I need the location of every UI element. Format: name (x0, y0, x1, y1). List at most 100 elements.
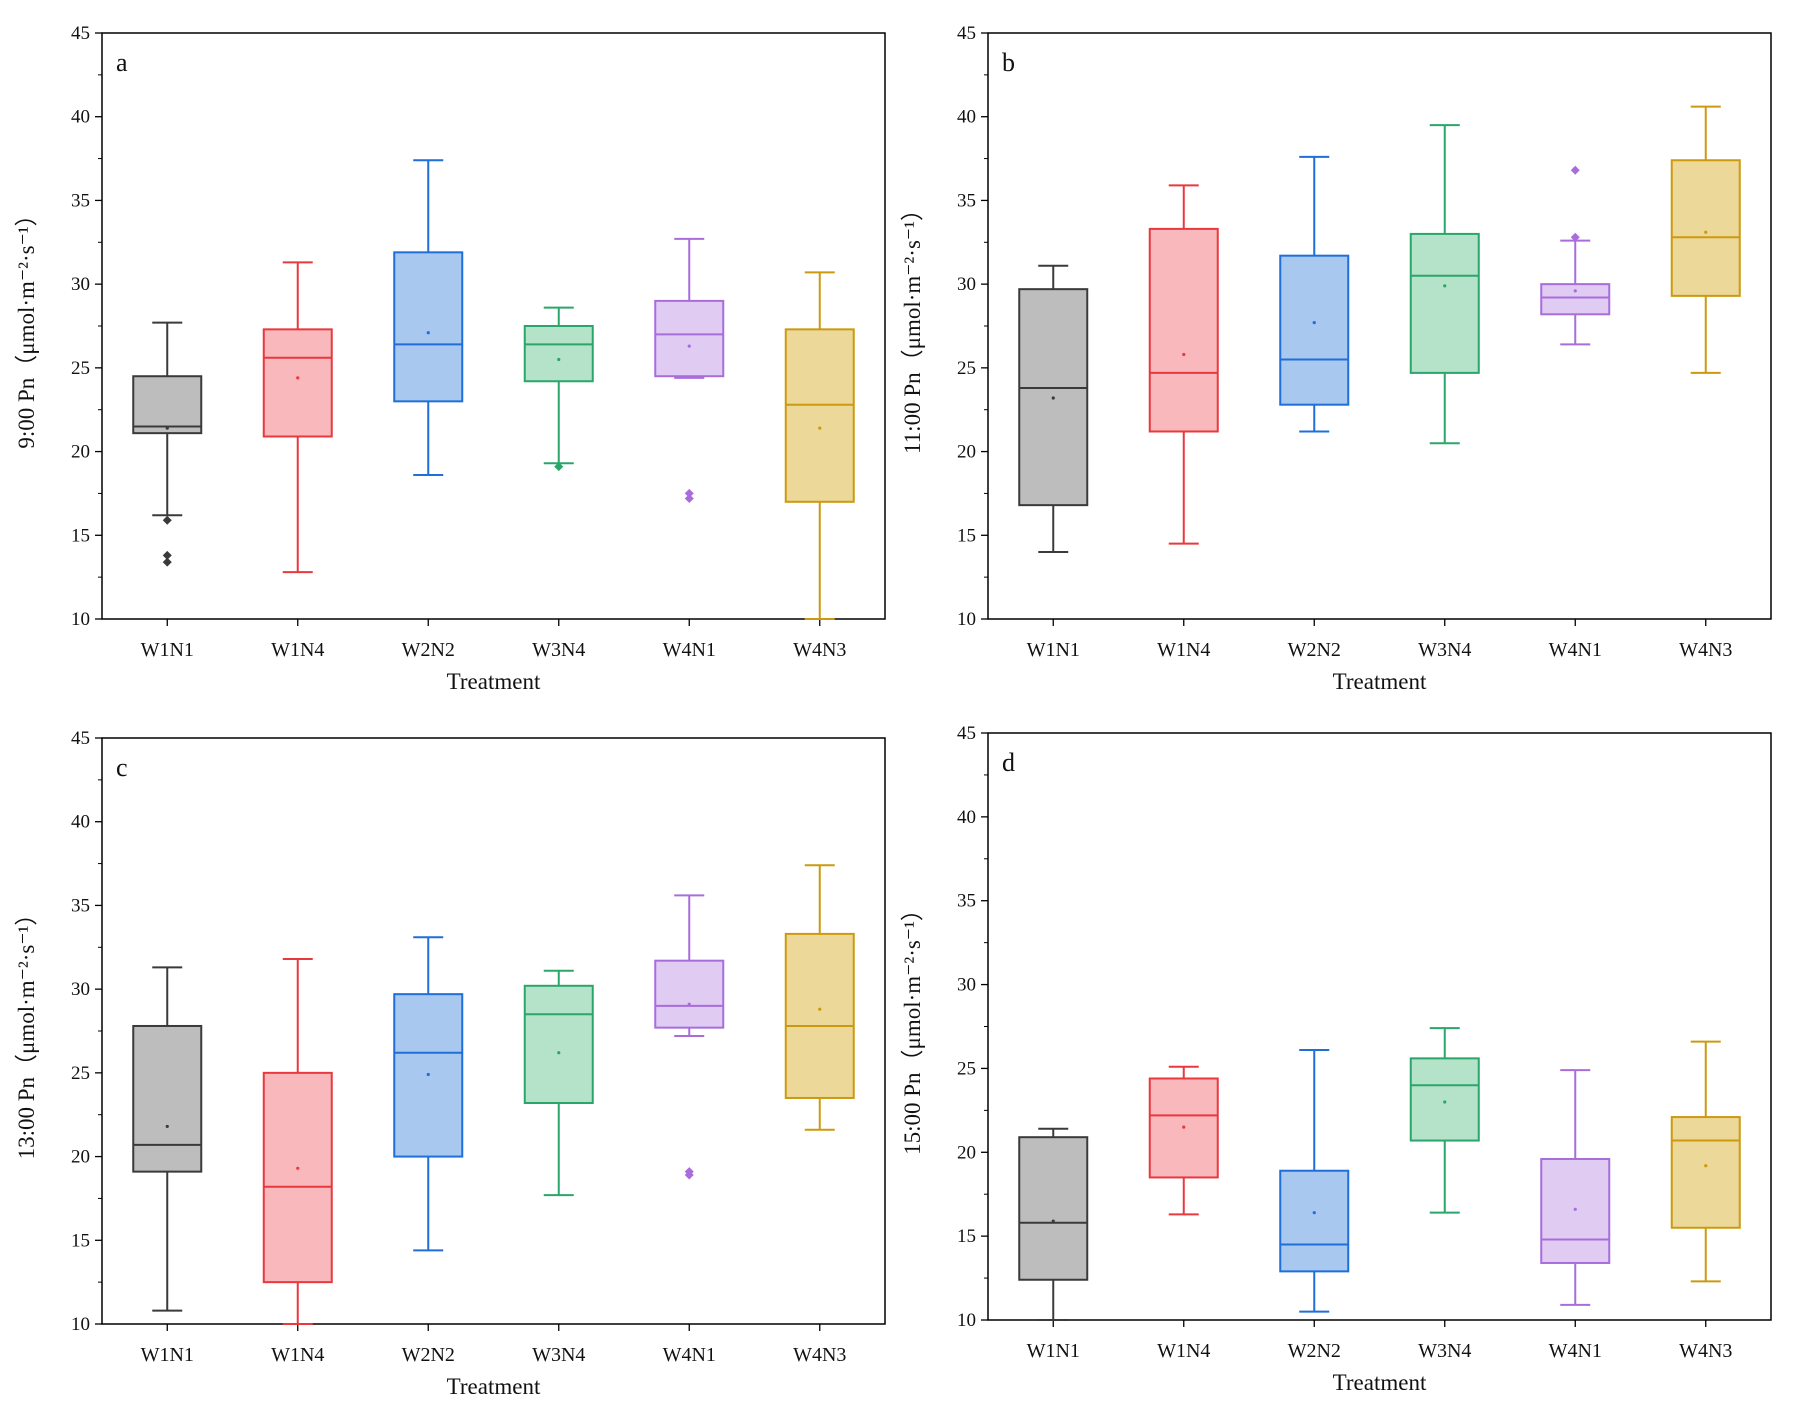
box-w1n4 (1148, 1065, 1219, 1216)
y-tick-label: 15 (71, 525, 90, 546)
x-tick-label-w4n3: W4N3 (793, 639, 846, 661)
y-tick-label: 45 (71, 728, 90, 749)
plot-frame (101, 32, 886, 620)
panel-a: 10 15 20 25 30 35 40 45 W1N1 W1N4 W2N2 W3N4 W4N1 W4N3… (14, 23, 886, 694)
box-w4n3 (784, 864, 855, 1131)
y-tick-label: 15 (957, 525, 976, 546)
box-w1n4 (262, 958, 333, 1325)
x-tick-label-w1n4: W1N4 (271, 1344, 324, 1366)
x-tick-label-w4n3: W4N3 (793, 1344, 846, 1366)
x-axis-title: Treatment (1333, 1370, 1427, 1395)
x-tick-label-w2n2: W2N2 (1288, 1340, 1341, 1362)
mean-point (1573, 1207, 1577, 1211)
y-tick-label: 30 (71, 979, 90, 1000)
y-tick-label: 20 (957, 442, 976, 463)
box-w4n3 (1670, 1040, 1741, 1283)
y-tick-label: 10 (71, 1314, 90, 1335)
iqr-box (1148, 1077, 1219, 1179)
mean-point (1182, 352, 1186, 357)
mean-point (557, 357, 561, 362)
mean-point (1573, 289, 1577, 293)
x-tick-label-w1n1: W1N1 (141, 639, 194, 661)
box-w1n1 (132, 966, 203, 1312)
x-tick-label-w3n4: W3N4 (532, 639, 585, 661)
y-tick-label: 40 (957, 807, 976, 828)
box-w3n4 (1409, 1027, 1480, 1214)
y-tick-label: 45 (71, 23, 90, 44)
y-axis-title: 13:00 Pn（μmol·m⁻²·s⁻¹） (14, 903, 39, 1160)
iqr-box (523, 325, 594, 383)
panel-c: 10 15 20 25 30 35 40 45 W1N1 W1N4 W2N2 W3N4 W4N1 W4N3… (14, 728, 886, 1399)
mean-point (687, 344, 691, 348)
panel-letter: b (1002, 48, 1015, 77)
y-tick-label: 45 (957, 23, 976, 44)
x-tick-label-w1n4: W1N4 (1157, 639, 1210, 661)
iqr-box (523, 984, 594, 1104)
x-tick-label-w3n4: W3N4 (1418, 639, 1471, 661)
iqr-box (1670, 1116, 1741, 1229)
y-tick-label: 15 (71, 1230, 90, 1251)
mean-point (165, 426, 169, 430)
box-w4n3 (784, 271, 855, 620)
y-tick-label: 30 (957, 975, 976, 996)
iqr-box (1279, 254, 1350, 406)
iqr-box (262, 1071, 333, 1284)
iqr-box (654, 959, 725, 1029)
plot-frame (101, 737, 886, 1325)
box-w4n3 (1670, 105, 1741, 374)
panel-b: 10 15 20 25 30 35 40 45 W1N1 W1N4 W2N2 W3N4 W4N1 W4N3… (900, 23, 1772, 694)
mean-point (687, 1002, 691, 1006)
iqr-box (1018, 1136, 1089, 1281)
x-tick-label-w3n4: W3N4 (532, 1344, 585, 1366)
mean-point (1443, 1100, 1447, 1104)
x-tick-label-w1n1: W1N1 (141, 1344, 194, 1366)
x-tick-label-w1n4: W1N4 (271, 639, 324, 661)
box-w2n2 (1279, 155, 1350, 433)
mean-point (1443, 284, 1447, 288)
x-tick-label-w1n1: W1N1 (1027, 1340, 1080, 1362)
box-w4n1 (654, 894, 725, 1180)
box-w4n1 (1540, 1069, 1611, 1306)
outlier-point (162, 550, 172, 560)
mean-point (1051, 1219, 1055, 1223)
outlier-point (684, 1170, 694, 1180)
iqr-box (1670, 159, 1741, 297)
y-tick-label: 25 (957, 1058, 976, 1079)
iqr-box (654, 299, 725, 378)
iqr-box (1540, 283, 1611, 316)
panel-d: 10 15 20 25 30 35 40 45 W1N1 W1N4 W2N2 W3N4 W4N1 W4N3… (900, 723, 1772, 1395)
y-tick-label: 40 (957, 107, 976, 128)
box-w1n1 (1018, 1127, 1089, 1321)
y-tick-label: 10 (957, 609, 976, 630)
plot-frame (987, 732, 1772, 1321)
y-tick-label: 20 (957, 1142, 976, 1163)
mean-point (165, 1124, 169, 1129)
y-tick-label: 10 (71, 609, 90, 630)
y-tick-label: 35 (71, 895, 90, 916)
mean-point (296, 1166, 300, 1170)
iqr-box (1279, 1169, 1350, 1273)
panel-letter: c (116, 753, 128, 782)
mean-point (557, 1051, 561, 1055)
box-w1n1 (1018, 264, 1089, 554)
mean-point (1182, 1125, 1186, 1129)
x-tick-label-w1n1: W1N1 (1027, 639, 1080, 661)
box-w3n4 (1409, 124, 1480, 445)
plot-frame (987, 32, 1772, 620)
y-axis-title: 15:00 Pn（μmol·m⁻²·s⁻¹） (900, 898, 925, 1155)
box-w2n2 (393, 936, 464, 1252)
y-axis-title: 11:00 Pn（μmol·m⁻²·s⁻¹） (900, 198, 925, 454)
y-tick-label: 30 (957, 274, 976, 295)
box-w4n1 (1540, 165, 1611, 346)
box-w2n2 (393, 159, 464, 477)
x-axis-title: Treatment (1333, 669, 1427, 694)
iqr-box (1540, 1157, 1611, 1264)
y-tick-label: 40 (71, 107, 90, 128)
mean-point (818, 426, 822, 430)
y-tick-label: 35 (957, 190, 976, 211)
y-tick-label: 25 (71, 1063, 90, 1084)
mean-point (296, 376, 300, 380)
x-tick-label-w2n2: W2N2 (402, 1344, 455, 1366)
panel-letter: a (116, 48, 128, 77)
